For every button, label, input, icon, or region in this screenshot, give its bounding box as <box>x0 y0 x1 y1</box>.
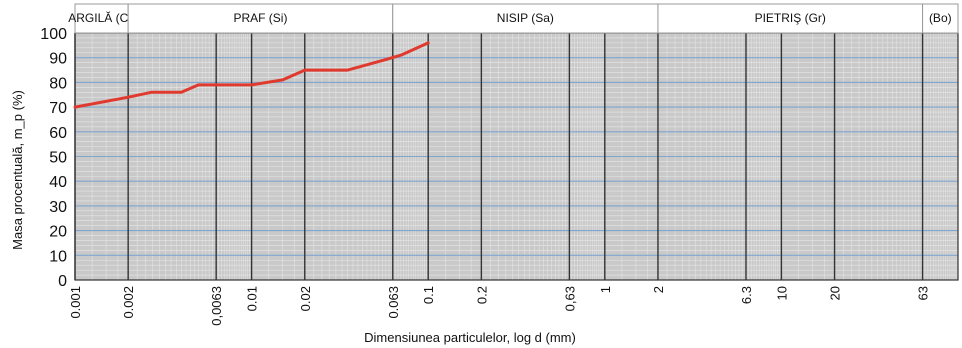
x-tick-label: 10 <box>774 286 789 300</box>
y-tick-label: 40 <box>49 174 67 191</box>
band-label: ARGILĂ (Cl) <box>68 10 135 25</box>
x-axis-title: Dimensiunea particulelor, log d (mm) <box>364 330 576 345</box>
band-cell <box>922 3 959 34</box>
x-tick-label: 0.1 <box>421 286 436 304</box>
x-tick-label: 0.063 <box>386 286 401 319</box>
x-ticks: 0.001 0.002 0,0063 0.01 0.02 0.063 0.1 0.2 0,63 1… <box>68 286 931 326</box>
y-tick-label: 80 <box>49 75 67 92</box>
y-axis-title: Masa procentuală, m_p (%) <box>10 90 25 250</box>
y-tick-label: 90 <box>49 51 67 68</box>
x-tick-label: 0.01 <box>245 286 260 311</box>
y-tick-label: 0 <box>58 273 67 290</box>
band-label: PRAF (Si) <box>233 11 287 25</box>
x-tick-label: 0,63 <box>562 286 577 311</box>
y-tick-label: 60 <box>49 125 67 142</box>
y-tick-label: 70 <box>49 100 67 117</box>
band-cell <box>127 3 394 34</box>
band-cell <box>74 3 129 34</box>
x-tick-label: 0.2 <box>474 286 489 304</box>
x-tick-label: 1 <box>598 286 613 293</box>
x-tick-label: 0.02 <box>298 286 313 311</box>
band-cell <box>657 3 924 34</box>
x-tick-label: 0.001 <box>68 286 83 319</box>
band-label: PIETRIŞ (Gr) <box>755 11 826 25</box>
band-label: (Bo) <box>929 11 952 25</box>
band-label: NISIP (Sa) <box>497 11 554 25</box>
x-tick-label: 0,0063 <box>209 286 224 326</box>
soil-bands: ARGILĂ (Cl) PRAF (Si) NISIP (Sa) PIETRIŞ (G… <box>68 3 959 34</box>
y-tick-label: 50 <box>49 150 67 167</box>
x-tick-label: 6.3 <box>739 286 754 304</box>
x-tick-label: 0.002 <box>121 286 136 319</box>
y-tick-label: 30 <box>49 199 67 216</box>
y-ticks: 0 10 20 30 40 50 60 70 80 90 100 <box>40 26 67 290</box>
x-tick-label: 20 <box>828 286 843 300</box>
y-tick-label: 100 <box>40 26 67 43</box>
y-tick-label: 20 <box>49 224 67 241</box>
x-tick-label: 2 <box>651 286 666 293</box>
series-layer <box>73 41 430 109</box>
y-tick-label: 10 <box>49 248 67 265</box>
x-tick-label: 63 <box>916 286 931 300</box>
series-line <box>73 41 430 109</box>
